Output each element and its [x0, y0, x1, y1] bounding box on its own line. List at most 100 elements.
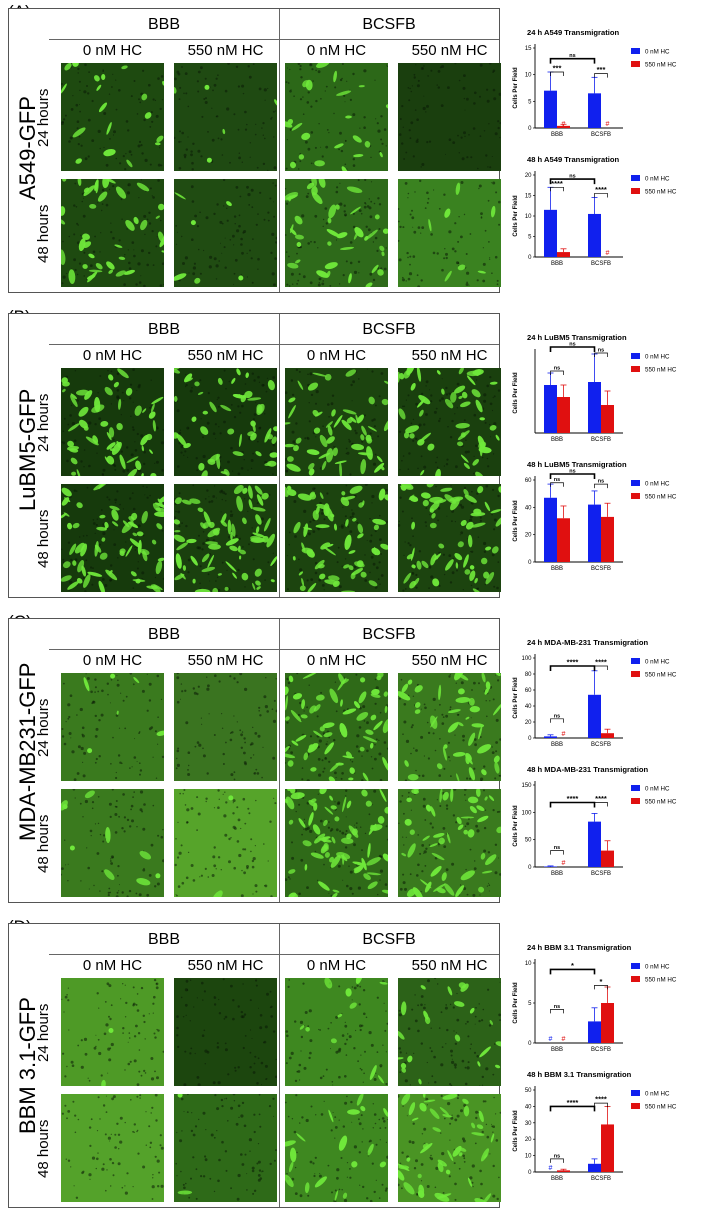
bar-chart: 48 h A549 Transmigration Cells Per Field 0… — [513, 155, 677, 267]
legend-swatch — [631, 798, 640, 804]
significance-bracket — [594, 1102, 608, 1108]
micrograph — [174, 978, 277, 1086]
y-tick-label: 0 — [528, 1170, 532, 1176]
column-header: 550 nM HC — [187, 652, 264, 669]
significance-label: ns — [569, 469, 575, 475]
chart-title: 24 h BBM 3.1 Transmigration — [527, 943, 632, 952]
significance-bracket — [594, 802, 608, 807]
y-tick-label: 40 — [525, 505, 532, 511]
y-axis-label: Cells Per Field — [513, 677, 519, 719]
micrograph — [398, 368, 501, 476]
legend-swatch — [631, 353, 640, 359]
chart-title: 48 h A549 Transmigration — [527, 155, 620, 164]
time-label: 48 hours — [35, 204, 52, 263]
column-header: 0 nM HC — [306, 347, 367, 364]
bar — [557, 397, 570, 433]
legend-swatch — [631, 1090, 640, 1096]
y-tick-label: 0 — [528, 1041, 532, 1047]
significance-label: ns — [554, 1153, 560, 1159]
micrograph — [285, 368, 388, 476]
legend-swatch — [631, 366, 640, 372]
x-tick-label: BBB — [551, 132, 563, 138]
header-divider — [49, 39, 499, 40]
y-tick-label: 20 — [525, 533, 532, 539]
micrograph — [61, 63, 164, 171]
significance-bracket — [550, 71, 564, 76]
bar — [601, 405, 614, 433]
micrograph — [174, 789, 277, 897]
y-tick-label: 150 — [521, 783, 532, 789]
y-axis-label: Cells Per Field — [513, 500, 519, 542]
significance-label: * — [571, 961, 574, 970]
micrograph-grid: MDA-MB231-GFP BBB BCSFB 0 nM HC 550 nM HC 0 n… — [8, 618, 501, 903]
micrograph — [174, 179, 277, 287]
column-header: 550 nM HC — [411, 957, 488, 974]
hash-mark: # — [606, 250, 610, 257]
bar — [557, 1170, 570, 1172]
significance-bracket — [594, 73, 608, 78]
header-divider — [49, 954, 499, 955]
group-header: BCSFB — [362, 16, 416, 33]
y-axis-label: Cells Per Field — [513, 982, 519, 1024]
y-tick-label: 20 — [525, 1137, 532, 1143]
bar-chart: 24 h BBM 3.1 Transmigration Cells Per Fie… — [513, 943, 677, 1053]
hash-mark: # — [606, 121, 610, 128]
x-tick-label: BBB — [551, 566, 563, 572]
bar — [588, 694, 601, 738]
column-header: 0 nM HC — [306, 957, 367, 974]
micrograph — [285, 179, 388, 287]
significance-label: ns — [554, 713, 560, 719]
bar — [588, 93, 601, 128]
significance-label: ns — [554, 477, 560, 483]
chart-title: 24 h A549 Transmigration — [527, 28, 620, 37]
micrograph — [174, 484, 277, 592]
micrograph — [398, 484, 501, 592]
column-header: 550 nM HC — [187, 957, 264, 974]
x-tick-label: BCSFB — [591, 1176, 611, 1182]
column-header: 550 nM HC — [411, 347, 488, 364]
y-tick-label: 80 — [525, 672, 532, 678]
x-tick-label: BCSFB — [591, 132, 611, 138]
legend-label: 550 nM HC — [645, 367, 677, 374]
group-header: BBB — [147, 626, 180, 643]
legend-label: 0 nM HC — [645, 964, 670, 971]
y-tick-label: 0 — [528, 560, 532, 566]
time-label: 48 hours — [35, 814, 52, 873]
legend-swatch — [631, 493, 640, 499]
micrograph-grid: A549-GFP BBB BCSFB 0 nM HC 550 nM HC 0 nM HC 5… — [8, 8, 501, 293]
time-label: 24 hours — [35, 393, 52, 452]
bar — [588, 504, 601, 562]
hash-mark: # — [562, 860, 566, 867]
group-divider — [279, 924, 280, 1207]
significance-bracket — [549, 178, 596, 185]
legend-swatch — [631, 48, 640, 54]
x-tick-label: BBB — [551, 261, 563, 267]
micrograph — [61, 179, 164, 287]
legend-label: 0 nM HC — [645, 176, 670, 183]
micrograph — [61, 1094, 164, 1202]
legend-swatch — [631, 480, 640, 486]
time-label: 24 hours — [35, 698, 52, 757]
column-header: 550 nM HC — [187, 347, 264, 364]
column-header: 550 nM HC — [187, 42, 264, 59]
legend-swatch — [631, 658, 640, 664]
legend-swatch — [631, 188, 640, 194]
y-tick-label: 5 — [528, 99, 532, 105]
x-tick-label: BCSFB — [591, 261, 611, 267]
significance-label: **** — [567, 1098, 579, 1107]
significance-label: ns — [569, 342, 575, 348]
significance-label: **** — [567, 658, 579, 667]
y-tick-label: 5 — [528, 235, 532, 241]
significance-label: ns — [598, 479, 604, 485]
group-divider — [279, 9, 280, 292]
chart-title: 48 h MDA-MB-231 Transmigration — [527, 765, 648, 774]
micrograph — [174, 368, 277, 476]
y-tick-label: 0 — [528, 126, 532, 132]
micrograph — [398, 63, 501, 171]
micrograph-grid: LuBM5-GFP BBB BCSFB 0 nM HC 550 nM HC 0 nM HC… — [8, 313, 501, 598]
bar — [601, 850, 614, 867]
y-tick-label: 40 — [525, 1104, 532, 1110]
significance-bracket — [594, 193, 608, 198]
significance-label: **** — [551, 179, 563, 188]
